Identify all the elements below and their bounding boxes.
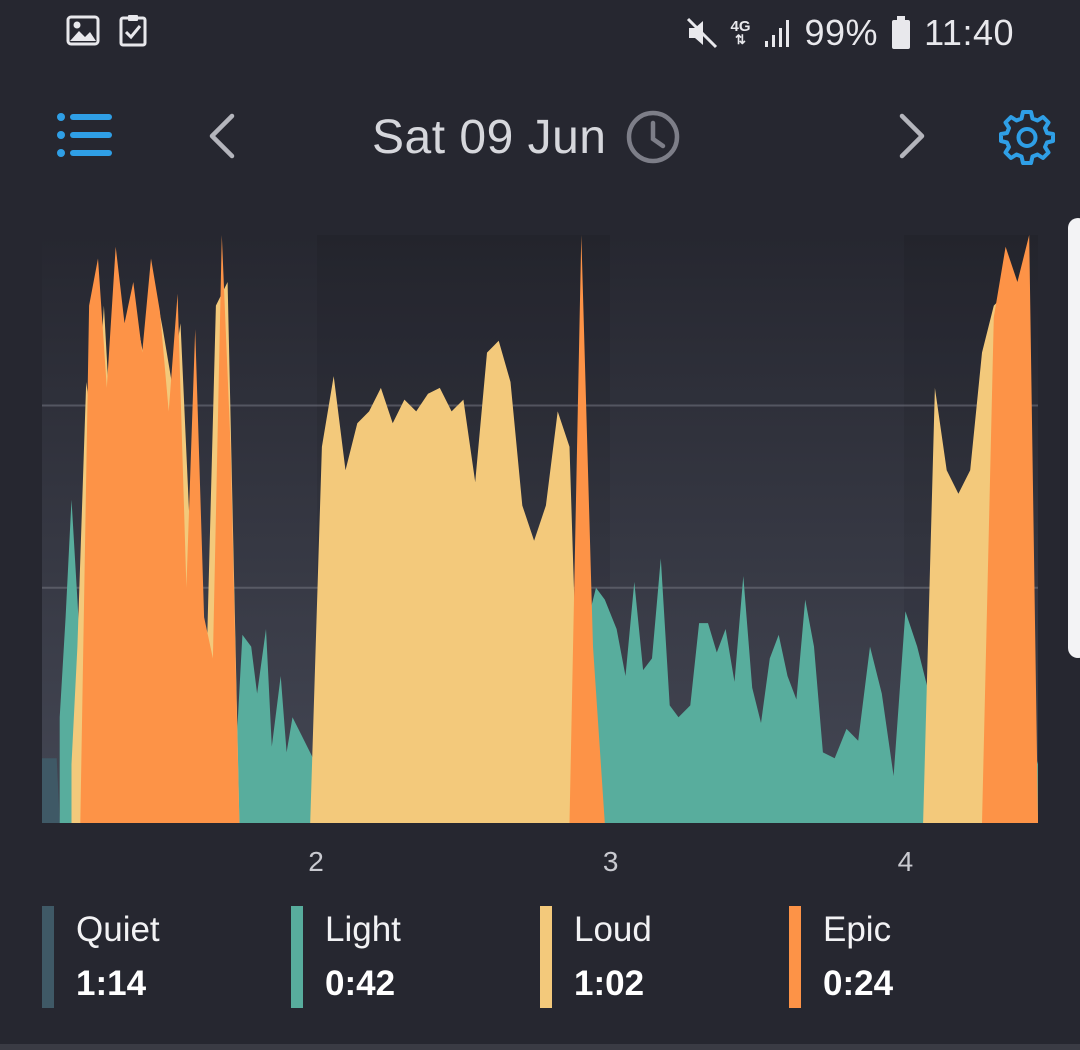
legend-duration-light: 0:42 [325, 964, 396, 1003]
legend-label-loud: Loud [574, 910, 652, 949]
series-area-loud [71, 282, 1038, 823]
legend-label-quiet: Quiet [76, 910, 160, 949]
signal-icon [764, 20, 789, 47]
chevron-right-icon [899, 113, 925, 159]
clock-icon [626, 110, 679, 164]
date-header: Sat 09 Jun [0, 96, 1080, 180]
chevron-left-icon [209, 113, 235, 159]
legend-item-epic: Epic 0:24 [789, 906, 1019, 1008]
legend-label-light: Light [325, 910, 401, 949]
date-title: Sat 09 Jun [372, 110, 607, 164]
legend-swatch-quiet [42, 906, 54, 1008]
chart-svg [42, 235, 1039, 823]
settings-button[interactable] [998, 108, 1056, 166]
x-tick-label: 4 [897, 846, 914, 877]
status-right: 4G ⇅ 99% 11:40 [685, 10, 1015, 56]
x-axis-labels: 2 3 4 [0, 846, 1080, 886]
clock-time: 11:40 [924, 12, 1014, 53]
legend-swatch-epic [789, 906, 801, 1008]
series-area-epic [80, 235, 1039, 823]
checklist-notification-icon [119, 15, 147, 47]
battery-icon [892, 16, 911, 49]
gear-icon [999, 110, 1055, 165]
scroll-handle[interactable] [1068, 218, 1080, 658]
mute-icon [686, 17, 717, 49]
network-type-label: 4G [730, 18, 751, 35]
legend-item-loud: Loud 1:02 [540, 906, 770, 1008]
x-tick-label: 2 [308, 846, 324, 877]
notification-icons [66, 14, 148, 48]
status-bar: 4G ⇅ 99% 11:40 [0, 0, 1080, 66]
legend-item-quiet: Quiet 1:14 [42, 906, 272, 1008]
data-arrows-icon: ⇅ [735, 32, 746, 47]
sound-level-chart [0, 195, 1080, 835]
battery-percent: 99% [804, 12, 879, 53]
legend: Quiet 1:14 Light 0:42 Loud 1:02 Epic 0:2… [0, 906, 1080, 1010]
date-selector[interactable]: Sat 09 Jun [372, 104, 681, 170]
network-indicator: 4G ⇅ [730, 18, 751, 47]
bottom-divider [0, 1044, 1080, 1050]
menu-button[interactable] [56, 112, 114, 158]
menu-list-icon [57, 113, 112, 157]
legend-item-light: Light 0:42 [291, 906, 521, 1008]
next-day-button[interactable] [888, 110, 936, 162]
legend-swatch-loud [540, 906, 552, 1008]
series-area-light [59, 458, 1038, 823]
previous-day-button[interactable] [198, 110, 246, 162]
x-tick-label: 3 [602, 846, 619, 877]
legend-duration-loud: 1:02 [574, 964, 645, 1003]
legend-duration-epic: 0:24 [823, 964, 894, 1003]
legend-swatch-light [291, 906, 303, 1008]
legend-label-epic: Epic [823, 910, 892, 949]
image-notification-icon [66, 15, 100, 46]
legend-duration-quiet: 1:14 [76, 964, 147, 1003]
